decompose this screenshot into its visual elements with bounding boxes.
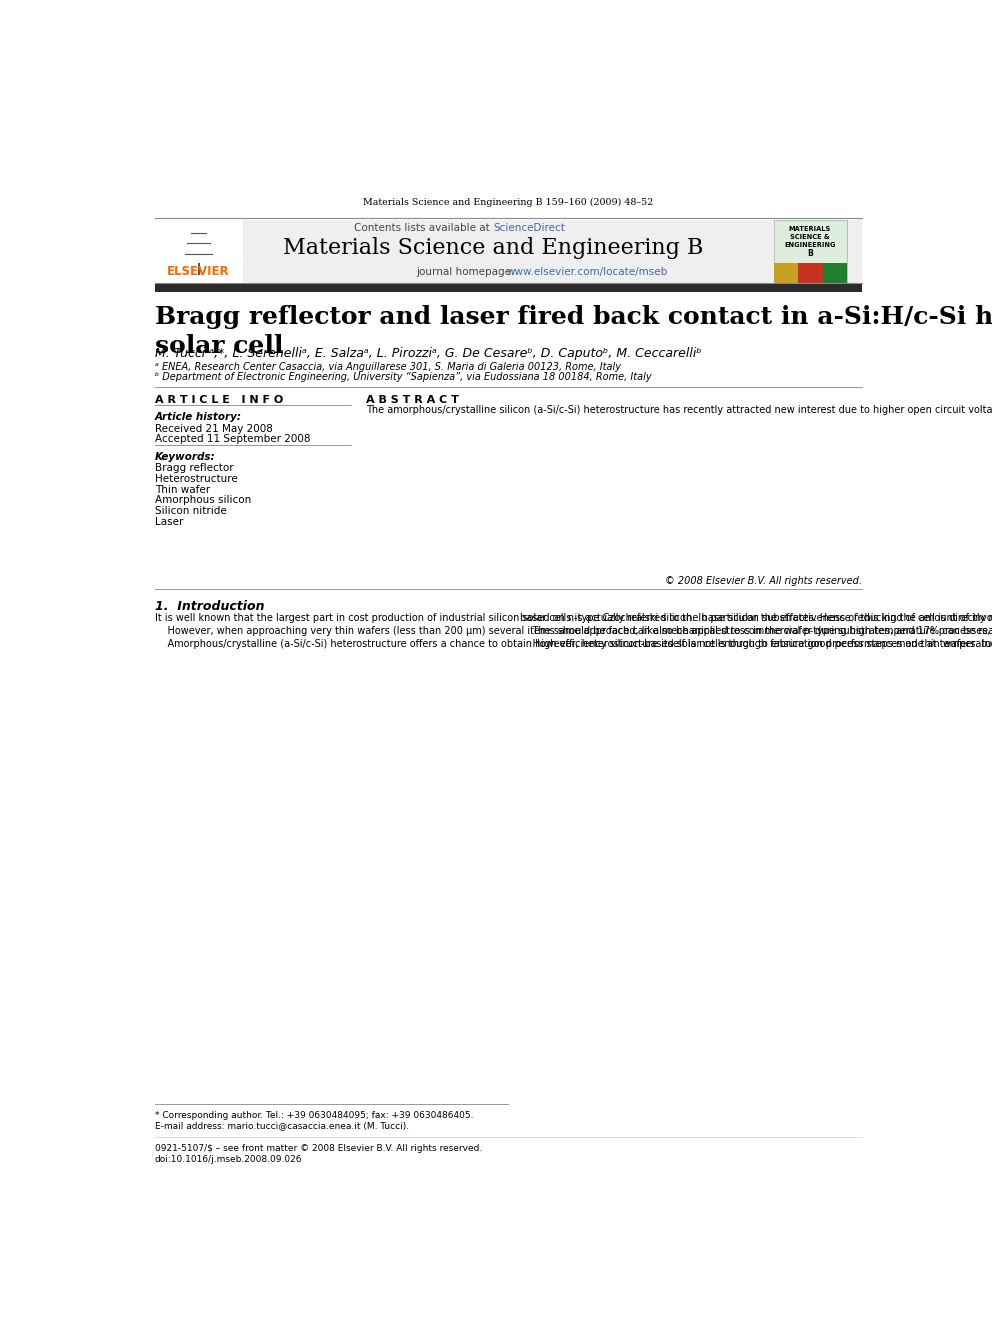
Text: Heterostructure: Heterostructure — [155, 474, 237, 484]
Text: Keywords:: Keywords: — [155, 452, 215, 462]
FancyBboxPatch shape — [155, 284, 862, 292]
FancyBboxPatch shape — [774, 263, 799, 283]
Text: Contents lists available at: Contents lists available at — [354, 224, 493, 233]
Text: Amorphous silicon: Amorphous silicon — [155, 495, 251, 505]
Text: M. Tucci ᵃ,*, L. Serenelliᵃ, E. Salzaᵃ, L. Pirozziᵃ, G. De Cesareᵇ, D. Caputoᵇ, : M. Tucci ᵃ,*, L. Serenelliᵃ, E. Salzaᵃ, … — [155, 347, 701, 360]
FancyBboxPatch shape — [155, 220, 862, 283]
Text: ᵃ ENEA, Research Center Casaccia, via Anguillarese 301, S. Maria di Galeria 0012: ᵃ ENEA, Research Center Casaccia, via An… — [155, 361, 621, 372]
Text: SCIENCE &: SCIENCE & — [790, 234, 829, 241]
Text: Silicon nitride: Silicon nitride — [155, 507, 226, 516]
Text: based on n-type Czochralski silicon. In particular the effectiveness of this kin: based on n-type Czochralski silicon. In … — [520, 613, 992, 648]
Text: MATERIALS: MATERIALS — [789, 226, 831, 232]
Text: Received 21 May 2008: Received 21 May 2008 — [155, 423, 273, 434]
Text: A B S T R A C T: A B S T R A C T — [366, 396, 459, 405]
Text: ᵇ Department of Electronic Engineering, University “Sapienza”, via Eudossiana 18: ᵇ Department of Electronic Engineering, … — [155, 372, 652, 382]
Text: doi:10.1016/j.mseb.2008.09.026: doi:10.1016/j.mseb.2008.09.026 — [155, 1155, 303, 1164]
FancyBboxPatch shape — [822, 263, 847, 283]
Text: Laser: Laser — [155, 517, 184, 527]
Text: Materials Science and Engineering B: Materials Science and Engineering B — [283, 237, 703, 259]
Text: 0921-5107/$ – see front matter © 2008 Elsevier B.V. All rights reserved.: 0921-5107/$ – see front matter © 2008 El… — [155, 1144, 482, 1152]
Text: A R T I C L E   I N F O: A R T I C L E I N F O — [155, 396, 283, 405]
Text: E-mail address: mario.tucci@casaccia.enea.it (M. Tucci).: E-mail address: mario.tucci@casaccia.ene… — [155, 1122, 409, 1130]
Text: Bragg reflector: Bragg reflector — [155, 463, 233, 474]
Text: B: B — [806, 249, 812, 258]
Text: Thin wafer: Thin wafer — [155, 484, 210, 495]
FancyBboxPatch shape — [774, 220, 847, 283]
Text: ScienceDirect: ScienceDirect — [494, 224, 565, 233]
Text: Article history:: Article history: — [155, 413, 242, 422]
Text: The amorphous/crystalline silicon (a-Si/c-Si) heterostructure has recently attra: The amorphous/crystalline silicon (a-Si/… — [366, 405, 992, 415]
Text: Materials Science and Engineering B 159–160 (2009) 48–52: Materials Science and Engineering B 159–… — [363, 198, 654, 208]
FancyBboxPatch shape — [155, 220, 243, 283]
Text: Accepted 11 September 2008: Accepted 11 September 2008 — [155, 434, 310, 443]
Text: * Corresponding author. Tel.: +39 0630484095; fax: +39 0630486405.: * Corresponding author. Tel.: +39 063048… — [155, 1111, 473, 1121]
Text: ELSEVIER: ELSEVIER — [168, 265, 230, 278]
Text: Bragg reflector and laser fired back contact in a-Si:H/c-Si heterostructure
sola: Bragg reflector and laser fired back con… — [155, 306, 992, 359]
Text: www.elsevier.com/locate/mseb: www.elsevier.com/locate/mseb — [506, 267, 668, 277]
Text: ENGINEERING: ENGINEERING — [784, 242, 835, 249]
Text: © 2008 Elsevier B.V. All rights reserved.: © 2008 Elsevier B.V. All rights reserved… — [665, 577, 862, 586]
FancyBboxPatch shape — [799, 263, 822, 283]
Text: 1.  Introduction: 1. Introduction — [155, 599, 264, 613]
Text: It is well known that the largest part in cost production of industrial silicon : It is well known that the largest part i… — [155, 613, 992, 648]
Text: journal homepage:: journal homepage: — [417, 267, 518, 277]
